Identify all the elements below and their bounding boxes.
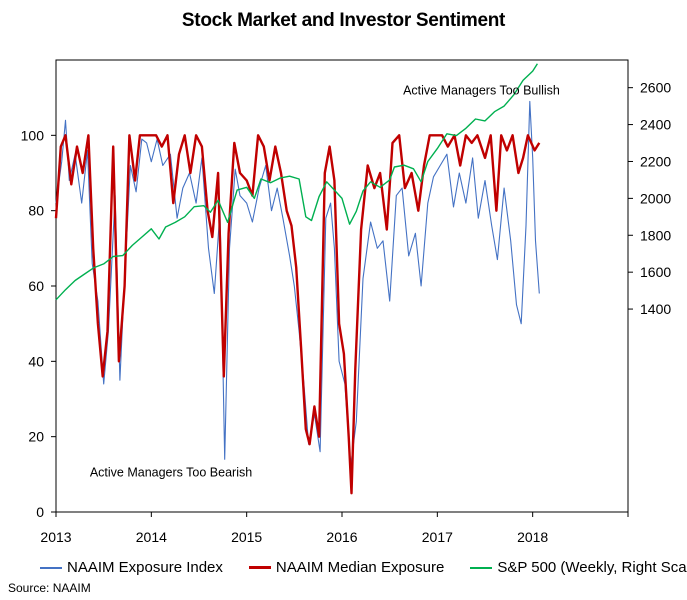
y-right-tick-label: 2000: [640, 190, 671, 206]
y-right-tick-label: 2600: [640, 80, 671, 96]
legend: NAAIM Exposure Index NAAIM Median Exposur…: [40, 559, 687, 576]
legend-label: NAAIM Median Exposure: [275, 559, 445, 576]
series-line-2: [55, 63, 538, 301]
y-left-tick-label: 60: [28, 278, 44, 294]
x-tick-label: 2014: [136, 529, 167, 545]
x-tick-label: 2016: [326, 529, 357, 545]
x-tick-label: 2018: [517, 529, 548, 545]
legend-entry: NAAIM Exposure Index: [40, 559, 223, 576]
source-note: Source: NAAIM: [8, 581, 91, 595]
legend-swatch: [248, 566, 271, 569]
y-right-tick-label: 2400: [640, 117, 671, 133]
legend-entry: S&P 500 (Weekly, Right Scale): [470, 559, 687, 576]
plot-frame: [55, 59, 629, 513]
y-left-tick-label: 80: [28, 203, 44, 219]
y-right-tick-label: 2200: [640, 153, 671, 169]
y-right-tick-label: 1400: [640, 301, 671, 317]
annotation-label: Active Managers Too Bullish: [403, 84, 560, 98]
y-left-tick-label: 20: [28, 429, 44, 445]
x-tick-label: 2015: [231, 529, 262, 545]
x-tick-label: 2017: [422, 529, 453, 545]
legend-label: NAAIM Exposure Index: [67, 559, 223, 576]
legend-swatch: [40, 566, 62, 569]
series-line-0: [55, 100, 540, 468]
y-right-tick-label: 1600: [640, 264, 671, 280]
y-right-tick-label: 1800: [640, 227, 671, 243]
y-left-tick-label: 0: [36, 504, 44, 520]
y-left-tick-label: 100: [21, 127, 45, 143]
legend-entry: NAAIM Median Exposure: [248, 559, 445, 576]
legend-label: S&P 500 (Weekly, Right Scale): [497, 559, 687, 576]
legend-swatch: [470, 566, 493, 569]
chart-title: Stock Market and Investor Sentiment: [181, 10, 506, 31]
x-tick-label: 2013: [40, 529, 71, 545]
series-line-1: [54, 134, 541, 495]
y-left-tick-label: 40: [28, 353, 44, 369]
annotation-label: Active Managers Too Bearish: [90, 465, 252, 479]
